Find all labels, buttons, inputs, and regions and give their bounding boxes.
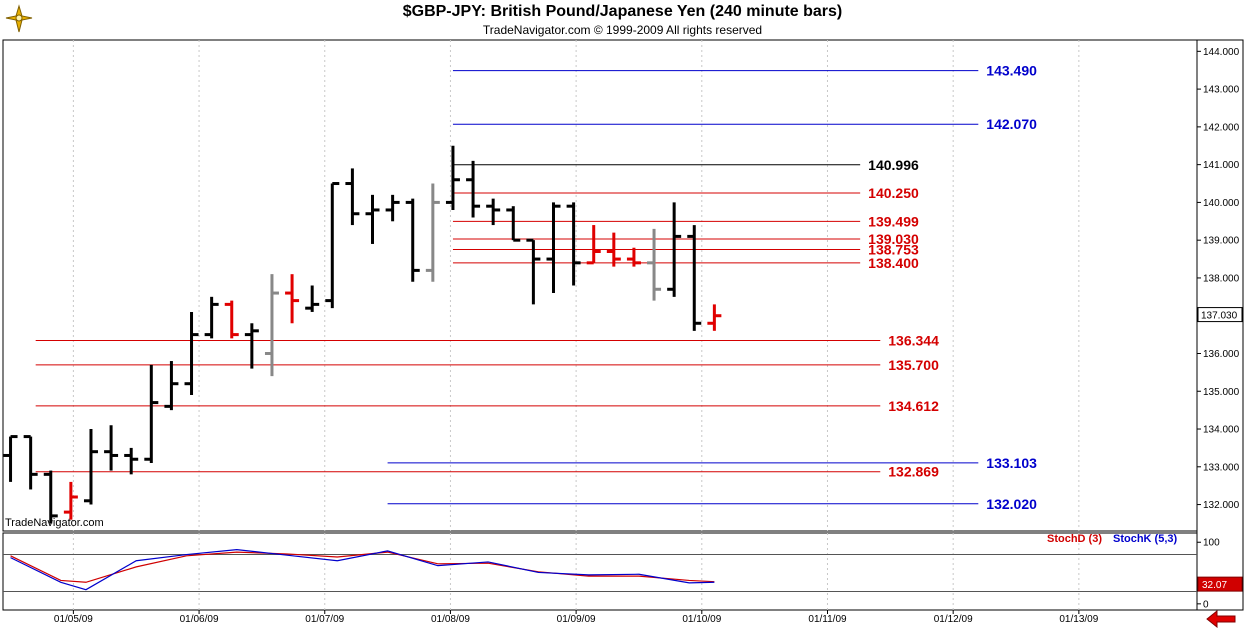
stoch-last-value-box [1197,576,1243,592]
level-label: 132.020 [986,496,1037,512]
ohlc-bar [606,232,621,267]
ohlc-bar [445,145,460,210]
ohlc-bar [285,274,300,324]
y-tick-label: 142.000 [1203,122,1240,133]
ohlc-bar [526,238,541,305]
scroll-left-arrow-icon[interactable] [1205,610,1237,628]
y-tick-label: 136.000 [1203,349,1240,360]
ohlc-bar [647,228,662,301]
y-tick-label: 138.000 [1203,273,1240,284]
level-label: 139.499 [868,213,919,229]
ohlc-bar [204,296,219,339]
x-tick-label: 01/12/09 [934,614,973,625]
ohlc-bar [566,202,581,286]
y-tick-label: 132.000 [1203,500,1240,511]
ohlc-bar [667,202,682,297]
ohlc-bar [586,225,601,265]
stoch-series-line [10,549,715,591]
level-label: 140.996 [868,157,919,173]
ohlc-bar [365,194,380,244]
trade-navigator-logo-icon [5,4,33,33]
y-tick-label: 133.000 [1203,462,1240,473]
ohlc-bar [325,182,340,309]
level-label: 140.250 [868,185,919,201]
ohlc-bar [687,225,702,331]
stoch-k-legend: StochK (5,3) [1113,533,1178,545]
ohlc-bar [305,285,320,312]
x-tick-label: 01/06/09 [180,614,219,625]
last-price-label: 137.030 [1201,311,1238,322]
stoch-y-tick-label: 0 [1203,599,1209,610]
ohlc-bar [184,311,199,396]
x-tick-label: 01/07/09 [305,614,344,625]
stoch-d-legend: StochD (3) [1047,533,1102,545]
last-price-box [1197,307,1243,323]
level-label: 134.612 [888,398,939,414]
ohlc-bar [244,323,259,369]
x-tick-label: 01/10/09 [682,614,721,625]
y-tick-label: 140.000 [1203,198,1240,209]
ohlc-bar [264,274,279,377]
ohlc-bar [104,425,119,471]
level-label: 132.869 [888,464,939,480]
watermark: TradeNavigator.com [5,517,104,529]
y-tick-label: 139.000 [1203,236,1240,247]
ohlc-bar [224,300,239,339]
x-tick-label: 01/08/09 [431,614,470,625]
x-tick-label: 01/13/09 [1059,614,1098,625]
stochastic-panel: 100 0 32.07 [2,532,1243,611]
x-tick-label: 01/09/09 [557,614,596,625]
price-panel: 144.000 143.000 142.000 141.000 140.000 139.0… [2,39,1244,611]
ohlc-bar [626,247,641,267]
ohlc-bar [63,481,78,520]
stoch-y-tick-label: 100 [1203,538,1220,549]
level-label: 133.103 [986,455,1037,471]
ohlc-bar [405,198,420,282]
level-label: 139.030 [868,231,919,247]
ohlc-bar [546,202,561,294]
ohlc-bar [425,183,440,282]
chart-title: $GBP-JPY: British Pound/Japanese Yen (24… [402,3,843,20]
y-tick-label: 144.000 [1203,47,1240,58]
y-tick-label: 135.000 [1203,387,1240,398]
stoch-last-value: 32.07 [1202,580,1227,591]
stoch-plot-border [2,532,1198,611]
ohlc-bar [83,429,98,505]
y-tick-label: 143.000 [1203,85,1240,96]
ohlc-bar [466,160,481,218]
ohlc-bar [144,364,159,464]
ohlc-bar [506,206,521,242]
x-tick-label: 01/05/09 [54,614,93,625]
chart-subtitle: TradeNavigator.com © 1999-2009 All right… [482,23,763,37]
ohlc-bar [164,361,179,411]
x-tick-label: 01/11/09 [808,614,847,625]
ohlc-bar [23,435,38,490]
ohlc-bar [43,470,58,524]
y-tick-label: 134.000 [1203,425,1240,436]
x-axis: 01/05/09 01/06/09 01/07/09 01/08/09 01/09/09… [54,610,1099,625]
level-label: 143.490 [986,63,1037,79]
ohlc-bar [385,194,400,222]
level-label: 136.344 [888,332,939,348]
level-label: 138.400 [868,255,919,271]
ohlc-bar [124,447,139,475]
ohlc-bar [345,168,360,226]
level-label: 135.700 [888,357,939,373]
ohlc-bar [3,435,18,482]
y-tick-label: 141.000 [1203,160,1240,171]
ohlc-bar [486,198,501,226]
level-label: 142.070 [986,116,1037,132]
y-axis-border [1196,39,1244,611]
level-label: 138.753 [868,242,919,258]
stoch-series-line [10,551,715,583]
ohlc-bar [707,304,722,331]
